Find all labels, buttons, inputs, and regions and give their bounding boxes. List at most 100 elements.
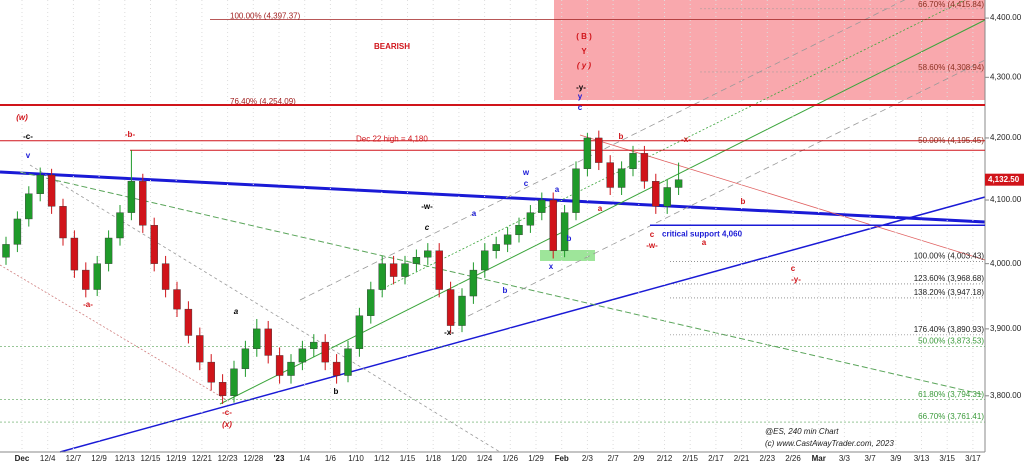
candle-body [526, 212, 535, 226]
x-tick-label: 1/6 [325, 454, 337, 463]
wave-label: b [619, 132, 624, 141]
candle-body [515, 225, 523, 236]
candle-body [82, 269, 90, 290]
candle-body [25, 193, 33, 220]
candle-body [116, 212, 124, 239]
wave-label: -y- [576, 83, 586, 92]
candle-body [47, 174, 56, 207]
channel-line [379, 0, 966, 291]
trendline [29, 164, 501, 453]
y-tick-label: 4,400.00 [990, 13, 1022, 22]
candle-body [321, 341, 329, 363]
x-tick-label: Mar [812, 454, 826, 463]
level-label: Dec 22 high = 4,180 [356, 134, 428, 143]
y-tick-label: 4,300.00 [990, 72, 1022, 81]
candle-body [253, 328, 261, 349]
wave-label: c [650, 230, 655, 239]
x-tick-label: 1/24 [477, 454, 493, 463]
channel-line [219, 19, 986, 405]
x-tick-label: 12/7 [66, 454, 82, 463]
level-label: 66.70% (4,415.84) [918, 0, 984, 9]
candle-body [572, 168, 580, 213]
candle-body [93, 263, 101, 290]
x-tick-label: 3/9 [890, 454, 902, 463]
bearish-zone [554, 0, 985, 100]
wave-label: a [234, 307, 239, 316]
wave-label: -x- [681, 135, 691, 144]
candle-body [674, 179, 683, 188]
y-tick-label: 4,100.00 [990, 195, 1022, 204]
candle-body [606, 162, 614, 188]
candle-body [264, 328, 272, 356]
x-tick-label: 1/10 [348, 454, 364, 463]
candle-body [275, 355, 284, 376]
x-tick-label: 3/7 [865, 454, 877, 463]
x-tick-label: '23 [274, 454, 285, 463]
x-tick-label: 2/23 [760, 454, 776, 463]
candle-body [150, 225, 158, 264]
candle-body [617, 168, 626, 188]
candle-body [583, 137, 592, 169]
candle-body [298, 348, 307, 363]
wave-label: c [425, 223, 430, 232]
candle-body [196, 335, 204, 363]
wave-label: v [26, 151, 31, 160]
level-label: 100.00% (4,397.37) [230, 12, 301, 21]
x-tick-label: 2/21 [734, 454, 750, 463]
candle-body [538, 199, 546, 213]
x-tick-label: 12/19 [166, 454, 187, 463]
level-label: 123.60% (3,968.68) [914, 274, 985, 283]
x-tick-label: 12/4 [40, 454, 56, 463]
x-tick-label: 2/12 [657, 454, 673, 463]
x-tick-label: 1/20 [451, 454, 467, 463]
candle-body [629, 153, 637, 169]
candle-body [401, 263, 409, 277]
wave-label: b [503, 286, 508, 295]
level-label: 100.00% (4,003.43) [914, 252, 985, 261]
wave-label: c [524, 179, 529, 188]
candle-body [13, 218, 22, 245]
y-tick-label: 3,900.00 [990, 324, 1022, 333]
wave-label: -w- [646, 241, 658, 250]
wave-label: b [567, 234, 572, 243]
wave-label: (x) [222, 420, 232, 429]
level-label: 58.60% (4,308.94) [918, 63, 984, 72]
candle-body [560, 212, 569, 251]
x-tick-label: 1/18 [425, 454, 441, 463]
x-tick-label: 12/23 [218, 454, 239, 463]
x-tick-label: 3/3 [839, 454, 851, 463]
wave-label: -c- [23, 132, 33, 141]
y-tick-label: 4,200.00 [990, 133, 1022, 142]
candle-body [332, 361, 341, 376]
candle-body [241, 348, 250, 370]
candle-body [663, 187, 671, 207]
level-label: 50.00% (3,873.53) [918, 337, 984, 346]
wave-label: c [578, 103, 583, 112]
candle-body [424, 250, 432, 258]
x-tick-label: 3/15 [939, 454, 955, 463]
x-tick-label: 12/9 [91, 454, 107, 463]
x-tick-label: 12/15 [140, 454, 161, 463]
candle-body [161, 263, 170, 290]
candle-body [595, 137, 603, 163]
wave-label: b [741, 197, 746, 206]
x-tick-label: 2/3 [582, 454, 594, 463]
candle-body [367, 289, 375, 316]
candle-body [127, 181, 136, 213]
wave-label: -w- [421, 202, 433, 211]
candle-body [412, 257, 421, 264]
last-price-label: 4,132.50 [988, 175, 1020, 184]
level-label: 50.00% (4,195.45) [918, 136, 984, 145]
candle-body [207, 361, 215, 383]
candle-body [378, 263, 386, 290]
wave-label: -x- [444, 328, 454, 337]
candle-body [287, 361, 295, 376]
wave-label: Y [581, 47, 587, 56]
candle-body [2, 244, 10, 258]
trendline [19, 171, 986, 396]
wave-label: ( B ) [576, 32, 592, 41]
y-tick-label: 3,800.00 [990, 391, 1022, 400]
x-tick-label: 3/13 [914, 454, 930, 463]
level-label: 176.40% (3,890.93) [914, 325, 985, 334]
